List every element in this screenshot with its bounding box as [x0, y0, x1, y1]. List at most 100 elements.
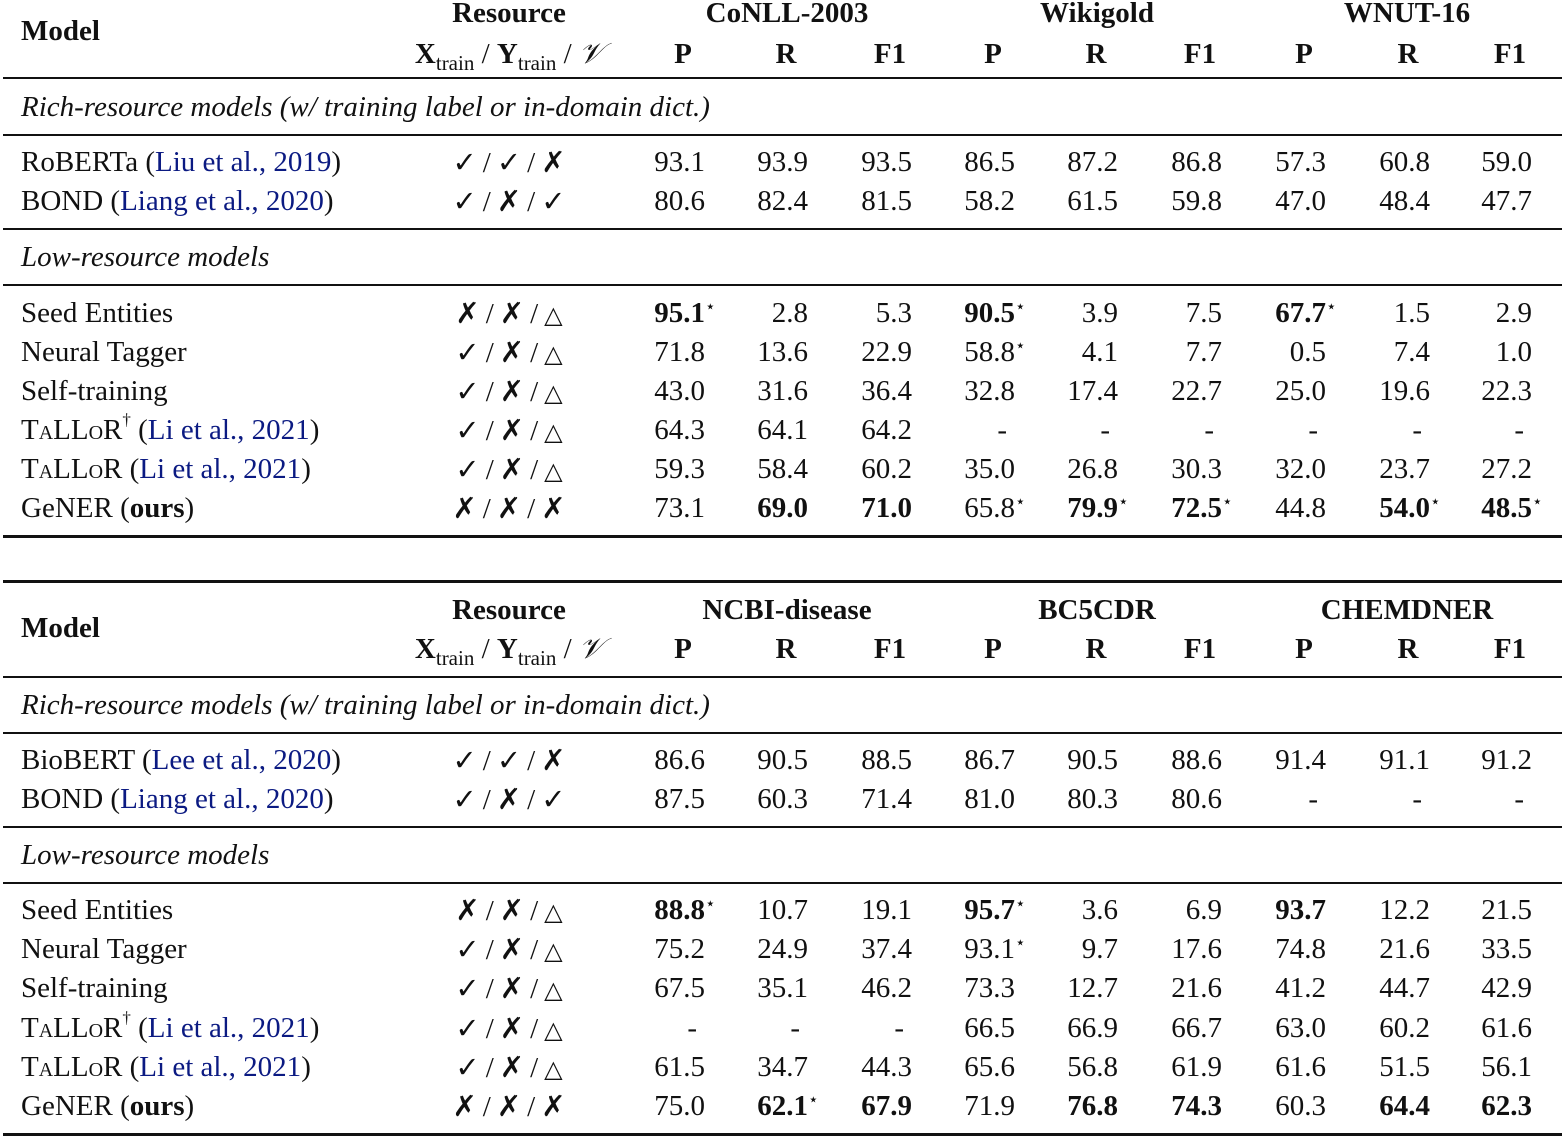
- cross-icon: ✗: [499, 971, 525, 1005]
- check-icon: ✓: [496, 145, 522, 179]
- metric-value: 51.5: [1379, 1051, 1430, 1083]
- model-label: TaLLoR: [21, 1012, 123, 1044]
- resource-indicators: ✗ / ✗ / △: [389, 296, 629, 332]
- metric-value: 91.1: [1379, 744, 1430, 776]
- model-label: BioBERT: [21, 744, 135, 776]
- metric-cell: 93.5: [822, 145, 912, 179]
- metric-value: 75.2: [654, 933, 705, 965]
- star-icon: ⋆: [1430, 492, 1441, 511]
- separator: /: [530, 895, 539, 927]
- metric-value: -: [1514, 414, 1524, 446]
- metric-header-f1: F1: [1183, 38, 1217, 70]
- metric-cell: -: [1040, 413, 1110, 447]
- separator: /: [482, 493, 491, 525]
- table-rule: [3, 580, 1562, 583]
- metric-value: 22.9: [861, 336, 912, 368]
- metric-value: 37.4: [861, 933, 912, 965]
- triangle-icon: △: [544, 340, 563, 368]
- model-label: RoBERTa: [21, 146, 139, 178]
- metric-cell: 66.9: [1028, 1011, 1118, 1045]
- check-icon: ✓: [541, 782, 566, 816]
- metric-cell: 46.2: [822, 971, 912, 1005]
- cross-icon: ✗: [541, 743, 566, 777]
- separator: /: [485, 376, 494, 408]
- citation-link[interactable]: Lee et al., 2020: [151, 744, 332, 776]
- separator: /: [530, 415, 539, 447]
- metric-value: 2.8: [771, 297, 808, 329]
- metric-cell: 1.0: [1442, 335, 1532, 369]
- metric-cell: 90.5 ⋆: [925, 296, 1025, 330]
- metric-header-r: R: [1397, 38, 1419, 70]
- metric-cell: -: [730, 1011, 800, 1045]
- metric-cell: 37.4: [822, 932, 912, 966]
- metric-cell: 86.8: [1132, 145, 1222, 179]
- metric-value: -: [894, 1012, 904, 1044]
- model-name: Self-training: [21, 374, 168, 408]
- table-rule: [3, 77, 1562, 79]
- metric-value: 41.2: [1275, 972, 1326, 1004]
- metric-cell: 59.0: [1442, 145, 1532, 179]
- metric-value: 56.1: [1481, 1051, 1532, 1083]
- metric-value: 9.7: [1081, 933, 1118, 965]
- triangle-icon: △: [544, 457, 563, 485]
- resource-indicators: ✓ / ✗ / △: [389, 335, 629, 371]
- metric-value: 87.5: [654, 783, 705, 815]
- resource-indicators: ✓ / ✗ / ✓: [389, 184, 629, 219]
- metric-cell: 95.1 ⋆: [615, 296, 715, 330]
- column-header-model: Model: [21, 15, 100, 47]
- separator: /: [482, 1091, 491, 1123]
- metric-value: 67.9: [861, 1090, 912, 1122]
- citation-link[interactable]: Liang et al., 2020: [120, 185, 324, 217]
- metric-cell: 71.9: [925, 1089, 1015, 1123]
- metric-value: 61.6: [1481, 1012, 1532, 1044]
- citation-link[interactable]: Li et al., 2021: [139, 1051, 302, 1083]
- metric-cell: 93.7: [1236, 893, 1326, 927]
- metric-value: 63.0: [1275, 1012, 1326, 1044]
- metric-cell: 61.6: [1236, 1050, 1326, 1084]
- column-header-resource: Resource: [452, 0, 566, 29]
- metric-value: 93.1: [964, 933, 1015, 965]
- ours-label: ours: [129, 1090, 185, 1122]
- metric-value: 62.1: [757, 1090, 808, 1122]
- model-name: GeNER (ours): [21, 492, 195, 524]
- metric-cell: -: [1248, 413, 1318, 447]
- metric-cell: 17.4: [1028, 374, 1118, 408]
- resource-indicators: ✓ / ✗ / △: [389, 971, 629, 1007]
- metric-cell: 66.5: [925, 1011, 1015, 1045]
- separator: /: [530, 973, 539, 1005]
- column-header-resource: Resource: [452, 594, 566, 626]
- citation-link[interactable]: Liu et al., 2019: [154, 146, 332, 178]
- check-icon: ✓: [455, 413, 480, 447]
- metric-cell: 25.0: [1236, 374, 1326, 408]
- metric-value: 74.8: [1275, 933, 1326, 965]
- metric-value: 87.2: [1067, 146, 1118, 178]
- metric-value: 7.4: [1393, 336, 1430, 368]
- metric-value: 86.6: [654, 744, 705, 776]
- separator: /: [482, 784, 491, 816]
- metric-cell: 57.3: [1236, 145, 1326, 179]
- separator: /: [485, 454, 494, 486]
- model-name: BOND (Liang et al., 2020): [21, 185, 334, 217]
- citation-link[interactable]: Li et al., 2021: [147, 414, 310, 446]
- cross-icon: ✗: [455, 893, 480, 927]
- model-label: Seed Entities: [21, 297, 174, 329]
- metric-cell: 35.1: [718, 971, 808, 1005]
- star-icon: ⋆: [1532, 492, 1543, 511]
- triangle-icon: △: [544, 301, 563, 329]
- metric-cell: 21.5: [1442, 893, 1532, 927]
- section-title: Low-resource models: [21, 241, 270, 273]
- citation-link[interactable]: Li et al., 2021: [147, 1012, 310, 1044]
- model-label: Seed Entities: [21, 894, 174, 926]
- metric-value: 58.2: [964, 185, 1015, 217]
- section-title: Rich-resource models (w/ training label …: [21, 689, 710, 721]
- metric-cell: 76.8: [1028, 1089, 1118, 1123]
- citation-link[interactable]: Li et al., 2021: [139, 453, 302, 485]
- metric-cell: 67.9: [822, 1089, 912, 1123]
- metric-cell: 67.7 ⋆: [1236, 296, 1336, 330]
- metric-value: 46.2: [861, 972, 912, 1004]
- star-icon: ⋆: [1222, 492, 1233, 511]
- citation-link[interactable]: Liang et al., 2020: [120, 783, 324, 815]
- metric-cell: 22.9: [822, 335, 912, 369]
- metric-value: 25.0: [1275, 375, 1326, 407]
- metric-cell: 7.5: [1132, 296, 1222, 330]
